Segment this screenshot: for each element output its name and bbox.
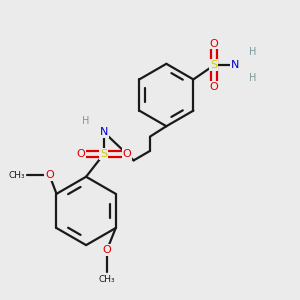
Text: CH₃: CH₃ — [99, 275, 115, 284]
Text: O: O — [45, 170, 54, 180]
Text: O: O — [103, 245, 111, 255]
Text: H: H — [82, 116, 90, 126]
Text: O: O — [209, 39, 218, 49]
Text: CH₃: CH₃ — [9, 171, 26, 180]
Text: O: O — [209, 82, 218, 92]
Text: O: O — [122, 149, 131, 159]
Text: H: H — [249, 47, 256, 57]
Text: S: S — [210, 60, 218, 70]
Text: H: H — [249, 73, 256, 83]
Text: S: S — [100, 149, 107, 159]
Text: O: O — [77, 149, 85, 159]
Text: N: N — [230, 60, 239, 70]
Text: N: N — [100, 127, 108, 137]
